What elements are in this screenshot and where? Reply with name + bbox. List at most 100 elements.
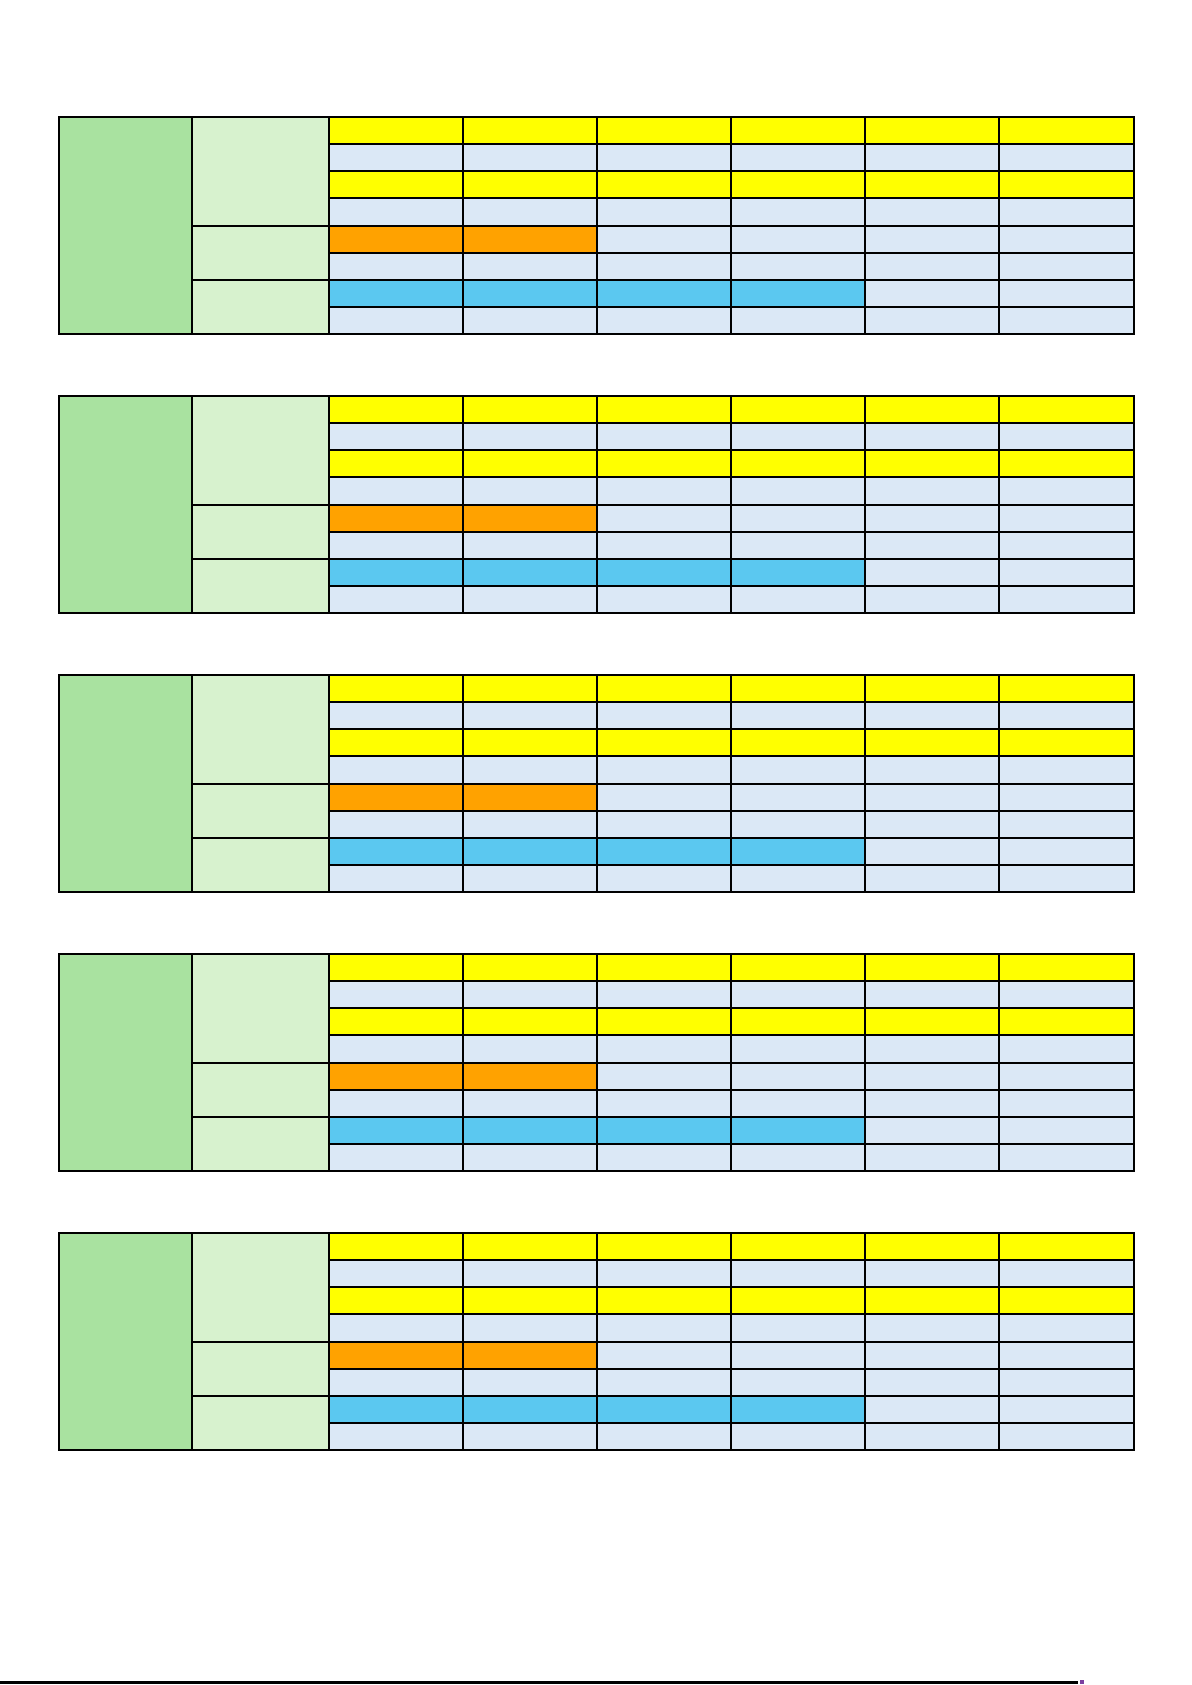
table-row <box>59 557 1135 615</box>
table-cell <box>328 1421 464 1452</box>
table-cell <box>328 701 464 731</box>
table-row <box>59 584 1135 615</box>
table-cell <box>328 1115 464 1145</box>
table-cell <box>730 1286 866 1316</box>
table-cell <box>998 251 1135 281</box>
table-cell <box>730 557 866 587</box>
table-cell <box>596 530 732 560</box>
table-cell <box>462 673 598 704</box>
table-cell <box>328 1286 464 1316</box>
table-cell <box>596 1061 732 1091</box>
table-cell <box>864 584 1000 615</box>
table-row <box>59 1007 1135 1037</box>
table-cell <box>864 673 1000 704</box>
footer-mark <box>1080 1680 1084 1684</box>
table-cell <box>462 1421 598 1452</box>
table-cell <box>998 755 1135 785</box>
table-cell <box>730 394 866 425</box>
table-cell <box>998 836 1135 866</box>
table-cell <box>864 1142 1000 1173</box>
table-cell <box>596 1231 732 1262</box>
group-label-cell <box>191 782 330 839</box>
table-row <box>59 1394 1135 1452</box>
table-cell <box>462 1259 598 1289</box>
table-cell <box>864 1286 1000 1316</box>
table-cell <box>596 557 732 587</box>
table-cell <box>596 1340 732 1370</box>
table-cell <box>328 782 464 812</box>
table-cell <box>730 422 866 452</box>
table-cell <box>328 503 464 533</box>
table-row <box>59 449 1135 479</box>
table-cell <box>462 1142 598 1173</box>
table-cell <box>596 863 732 894</box>
table-cell <box>596 278 732 308</box>
table-cell <box>462 449 598 479</box>
table-row <box>59 1061 1135 1118</box>
table-row <box>59 143 1135 173</box>
table-row <box>59 422 1135 452</box>
table-cell <box>864 809 1000 839</box>
table-cell <box>730 952 866 983</box>
table-cell <box>596 673 732 704</box>
table-cell <box>864 728 1000 758</box>
table-row <box>59 755 1135 785</box>
table-cell <box>730 755 866 785</box>
table-cell <box>864 557 1000 587</box>
color-grid-table <box>58 1231 1135 1452</box>
table-cell <box>462 251 598 281</box>
table-cell <box>596 1421 732 1452</box>
table-cell <box>864 224 1000 254</box>
table-cell <box>462 1034 598 1064</box>
table-cell <box>462 530 598 560</box>
table-cell <box>462 1231 598 1262</box>
table-cell <box>730 1061 866 1091</box>
table-row <box>59 1340 1135 1397</box>
table-cell <box>730 782 866 812</box>
table-cell <box>596 755 732 785</box>
table-cell <box>328 557 464 587</box>
table-cell <box>462 952 598 983</box>
table-cell <box>864 1061 1000 1091</box>
table-cell <box>328 449 464 479</box>
row-label-cell <box>58 395 193 614</box>
table-cell <box>998 1142 1135 1173</box>
table-cell <box>462 1115 598 1145</box>
table-row <box>58 115 1135 335</box>
table-cell <box>462 836 598 866</box>
table-cell <box>998 728 1135 758</box>
color-grid-table <box>58 673 1135 894</box>
table-cell <box>730 980 866 1010</box>
table-row <box>59 1142 1135 1173</box>
row-label-cell <box>58 1232 193 1451</box>
table-cell <box>730 503 866 533</box>
table-cell <box>998 503 1135 533</box>
table-cell <box>998 1007 1135 1037</box>
table-cell <box>864 863 1000 894</box>
table-cell <box>328 143 464 173</box>
table-row <box>59 305 1135 336</box>
table-cell <box>730 1367 866 1397</box>
table-cell <box>998 952 1135 983</box>
table-cell <box>328 251 464 281</box>
table-row <box>59 251 1135 281</box>
table-row <box>59 170 1135 200</box>
table-cell <box>730 143 866 173</box>
table-cell <box>596 422 732 452</box>
table-cell <box>864 197 1000 227</box>
table-cell <box>328 305 464 336</box>
group-label-cell <box>191 224 330 281</box>
table-cell <box>998 1367 1135 1397</box>
table-cell <box>596 1367 732 1397</box>
table-row <box>59 728 1135 758</box>
table-cell <box>462 278 598 308</box>
table-cell <box>730 1231 866 1262</box>
table-cell <box>730 115 866 146</box>
table-cell <box>730 1421 866 1452</box>
group-label-cell <box>191 503 330 560</box>
table-cell <box>596 1007 732 1037</box>
table-cell <box>864 143 1000 173</box>
table-cell <box>462 1394 598 1424</box>
table-cell <box>864 1259 1000 1289</box>
table-cell <box>596 197 732 227</box>
